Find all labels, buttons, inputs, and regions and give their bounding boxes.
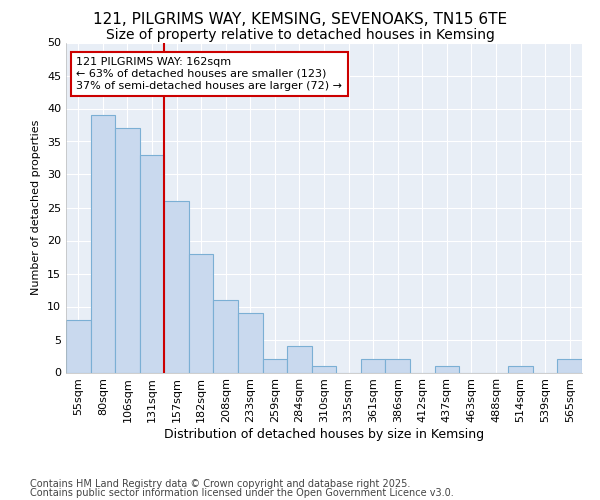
Bar	[115, 128, 140, 372]
Bar	[508, 366, 533, 372]
Bar	[434, 366, 459, 372]
Bar	[385, 360, 410, 372]
X-axis label: Distribution of detached houses by size in Kemsing: Distribution of detached houses by size …	[164, 428, 484, 441]
Bar	[557, 360, 582, 372]
Text: Size of property relative to detached houses in Kemsing: Size of property relative to detached ho…	[106, 28, 494, 42]
Bar	[287, 346, 312, 372]
Bar	[189, 254, 214, 372]
Bar	[263, 360, 287, 372]
Text: Contains HM Land Registry data © Crown copyright and database right 2025.: Contains HM Land Registry data © Crown c…	[30, 479, 410, 489]
Bar	[140, 154, 164, 372]
Bar	[312, 366, 336, 372]
Bar	[91, 115, 115, 372]
Y-axis label: Number of detached properties: Number of detached properties	[31, 120, 41, 295]
Text: 121 PILGRIMS WAY: 162sqm
← 63% of detached houses are smaller (123)
37% of semi-: 121 PILGRIMS WAY: 162sqm ← 63% of detach…	[76, 58, 343, 90]
Bar	[361, 360, 385, 372]
Bar	[66, 320, 91, 372]
Text: 121, PILGRIMS WAY, KEMSING, SEVENOAKS, TN15 6TE: 121, PILGRIMS WAY, KEMSING, SEVENOAKS, T…	[93, 12, 507, 28]
Bar	[238, 313, 263, 372]
Text: Contains public sector information licensed under the Open Government Licence v3: Contains public sector information licen…	[30, 488, 454, 498]
Bar	[214, 300, 238, 372]
Bar	[164, 201, 189, 372]
